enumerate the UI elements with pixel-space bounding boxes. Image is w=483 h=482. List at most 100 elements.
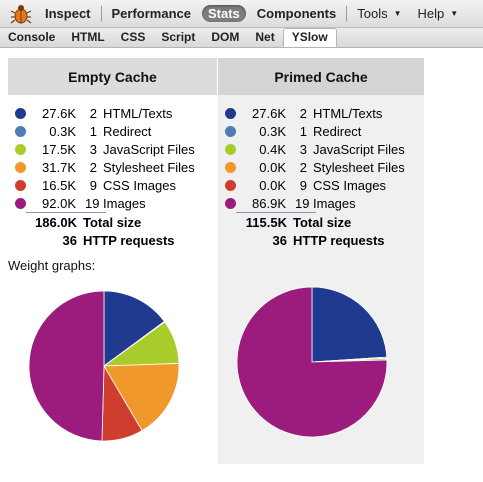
stat-label: Stylesheet Files [103,159,195,175]
stat-count: 3 [299,141,307,157]
empty-cache-stats: 27.6K 2 HTML/Texts 0.3K 1 Redirect 17.5K 3 JavaS… [8,104,217,249]
tab-css[interactable]: CSS [120,30,146,44]
http-requests-value: 36 [62,232,77,248]
stat-row: 0.0K 9 CSS Images [218,176,424,194]
stat-label: Images [313,195,356,211]
http-requests: 36 HTTP requests [8,231,217,249]
stat-label: Redirect [103,123,152,139]
stat-count: 2 [299,159,307,175]
toolbar-divider [100,5,102,22]
pie-slice-stylesheet-files [103,363,180,432]
stat-label: CSS Images [103,177,176,193]
legend-swatch [225,143,236,155]
stat-row: 0.3K 1 Redirect [8,122,217,140]
stat-count: 2 [89,105,97,121]
stat-count: 2 [89,159,97,175]
http-requests-value: 36 [272,232,287,248]
tab-console[interactable]: Console [8,30,56,44]
stat-count: 1 [299,123,307,139]
toolbar-divider [346,5,348,22]
chevron-down-icon: ▼ [450,9,459,18]
tab-script[interactable]: Script [161,30,196,44]
stat-size: 27.6K [42,105,76,121]
stat-label: JavaScript Files [313,141,405,157]
stat-size: 0.0K [259,159,286,175]
stat-row: 17.5K 3 JavaScript Files [8,140,217,158]
firebug-toolbar: Inspect Performance Stats Components Too… [0,0,483,28]
stat-label: Images [103,195,146,211]
performance-button[interactable]: Performance [111,6,191,21]
stat-row: 31.7K 2 Stylesheet Files [8,158,217,176]
firebug-icon[interactable] [9,2,33,26]
help-menu[interactable]: Help ▼ [410,6,467,21]
stat-row: 86.9K 19 Images [218,194,424,212]
stat-row: 16.5K 9 CSS Images [8,176,217,194]
stat-count: 19 [295,195,310,211]
total-size: 115.5K Total size [218,213,424,231]
total-size-value: 186.0K [35,214,77,230]
legend-swatch [15,179,26,191]
empty-cache-title: Empty Cache [8,58,217,95]
total-size-label: Total size [293,214,352,230]
stat-count: 2 [299,105,307,121]
primed-cache-title: Primed Cache [218,58,424,95]
stat-row: 92.0K 19 Images [8,194,217,212]
total-size-label: Total size [83,214,142,230]
stat-label: Stylesheet Files [313,159,405,175]
legend-swatch [225,107,236,119]
components-button[interactable]: Components [256,6,337,21]
http-requests-label: HTTP requests [293,232,385,248]
inspect-button[interactable]: Inspect [45,6,91,21]
stat-size: 17.5K [42,141,76,157]
stat-size: 0.3K [259,123,286,139]
stat-row: 27.6K 2 HTML/Texts [218,104,424,122]
stat-count: 19 [85,195,100,211]
stat-row: 0.3K 1 Redirect [218,122,424,140]
tab-yslow[interactable]: YSlow [282,28,337,47]
tab-dom[interactable]: DOM [211,30,240,44]
primed-cache-stats: 27.6K 2 HTML/Texts 0.3K 1 Redirect 0.4K 3 JavaSc… [218,104,424,249]
stat-label: HTML/Texts [103,105,173,121]
legend-swatch [15,107,26,119]
tab-html[interactable]: HTML [71,30,105,44]
stat-count: 9 [89,177,97,193]
stat-size: 0.3K [49,123,76,139]
pie-slice-html-texts [311,286,388,363]
help-menu-label: Help [417,6,445,21]
stat-size: 86.9K [252,195,286,211]
stat-size: 16.5K [42,177,76,193]
tab-net[interactable]: Net [255,30,275,44]
legend-swatch [225,161,236,173]
stat-count: 3 [89,141,97,157]
stat-size: 0.4K [259,141,286,157]
legend-swatch [15,161,26,173]
pie-slice-html-texts [103,290,165,367]
http-requests: 36 HTTP requests [218,231,424,249]
total-divider [26,212,106,213]
stats-button[interactable]: Stats [202,5,246,22]
stat-label: CSS Images [313,177,386,193]
legend-swatch [15,143,26,155]
weight-graphs-label: Weight graphs: [8,258,96,273]
stat-row: 0.0K 2 Stylesheet Files [218,158,424,176]
chevron-down-icon: ▼ [393,9,402,18]
empty-cache-pie-chart [28,290,180,442]
stat-row: 0.4K 3 JavaScript Files [218,140,424,158]
total-size: 186.0K Total size [8,213,217,231]
http-requests-label: HTTP requests [83,232,175,248]
stat-size: 92.0K [42,195,76,211]
stat-count: 9 [299,177,307,193]
stat-size: 0.0K [259,177,286,193]
legend-swatch [225,125,236,137]
legend-swatch [225,197,236,209]
legend-swatch [15,197,26,209]
stat-label: HTML/Texts [313,105,383,121]
panel-tabs: Console HTML CSS Script DOM Net YSlow [0,28,483,48]
tools-menu[interactable]: Tools ▼ [349,6,409,21]
primed-cache-pie-chart [236,286,388,438]
legend-swatch [225,179,236,191]
pie-slice-images [28,290,105,442]
total-divider [236,212,316,213]
empty-cache-panel: Empty Cache 27.6K 2 HTML/Texts 0.3K 1 Redirec… [8,58,217,458]
stat-label: JavaScript Files [103,141,195,157]
